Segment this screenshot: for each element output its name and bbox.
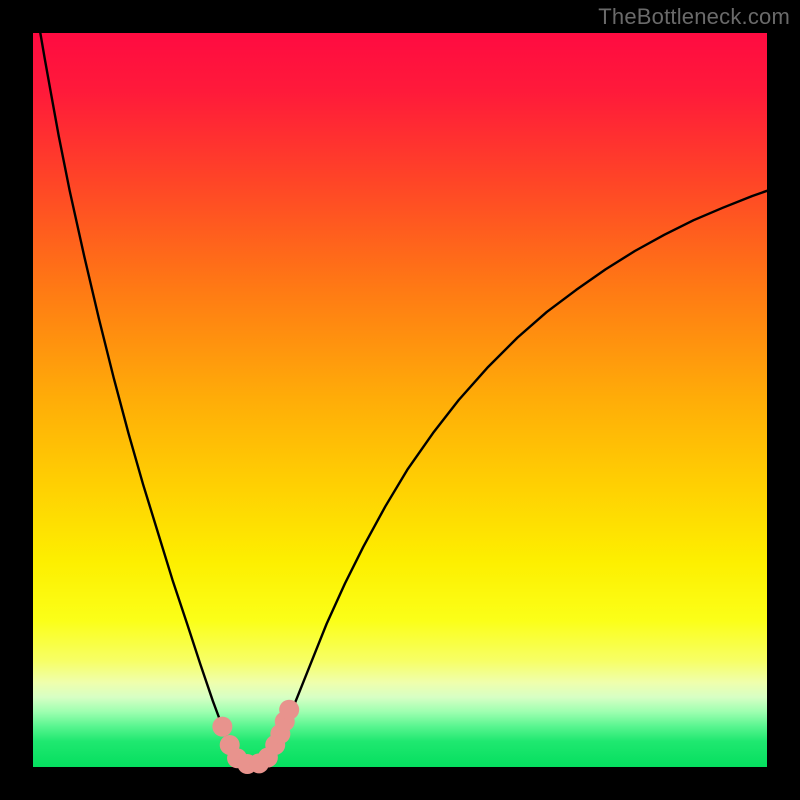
watermark-text: TheBottleneck.com xyxy=(598,4,790,30)
chart-container: TheBottleneck.com xyxy=(0,0,800,800)
chart-svg xyxy=(0,0,800,800)
plot-background xyxy=(33,33,767,767)
curve-marker xyxy=(279,700,299,720)
curve-marker xyxy=(212,717,232,737)
